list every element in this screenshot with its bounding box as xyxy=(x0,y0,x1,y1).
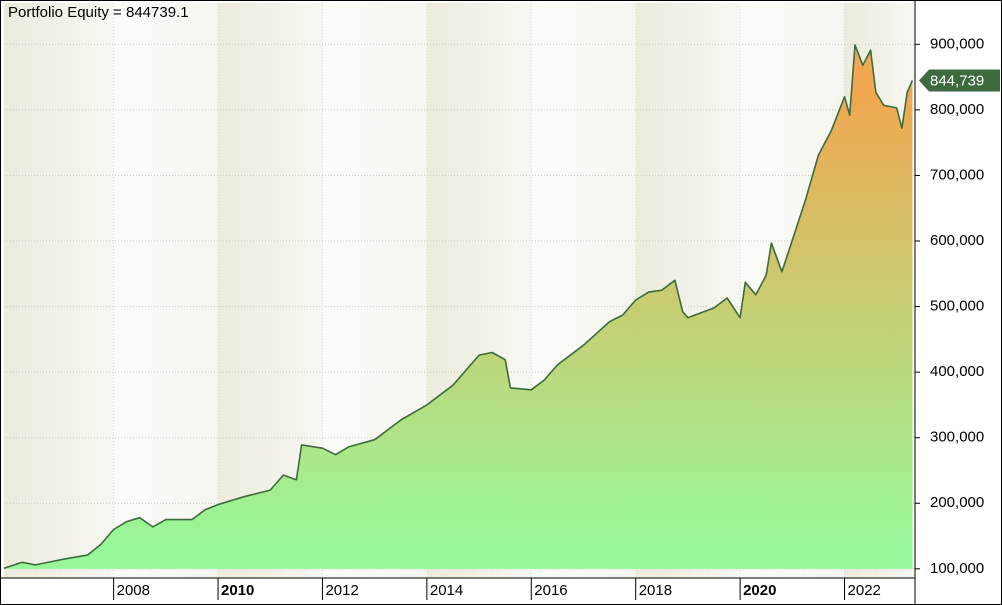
y-tick-label: 600,000 xyxy=(930,232,984,249)
y-tick-label: 100,000 xyxy=(930,560,984,577)
equity-line xyxy=(3,44,914,569)
y-tick-label: 700,000 xyxy=(930,166,984,183)
y-tick-label: 500,000 xyxy=(930,298,984,315)
y-tick-label: 300,000 xyxy=(930,429,984,446)
y-tick-label: 200,000 xyxy=(930,494,984,511)
chart-title: Portfolio Equity = 844739.1 xyxy=(8,4,189,21)
x-tick-label: 2014 xyxy=(430,582,463,599)
x-tick-label: 2022 xyxy=(848,582,881,599)
x-tick-label: 2018 xyxy=(639,582,672,599)
y-tick-label: 400,000 xyxy=(930,363,984,380)
year-band xyxy=(113,3,219,578)
plot xyxy=(3,44,914,569)
x-tick-label: 2012 xyxy=(325,582,358,599)
year-band xyxy=(4,3,114,578)
x-tick-label: 2016 xyxy=(534,582,567,599)
x-tick-label: 2020 xyxy=(743,582,776,599)
x-tick-label: 2008 xyxy=(117,582,150,599)
area-fill xyxy=(4,45,913,569)
y-tick-label: 900,000 xyxy=(930,35,984,52)
last-value-label: 844,739 xyxy=(930,73,984,90)
last-value-tag xyxy=(919,69,1000,92)
y-tick-label: 800,000 xyxy=(930,101,984,118)
x-tick-label: 2010 xyxy=(221,582,254,599)
